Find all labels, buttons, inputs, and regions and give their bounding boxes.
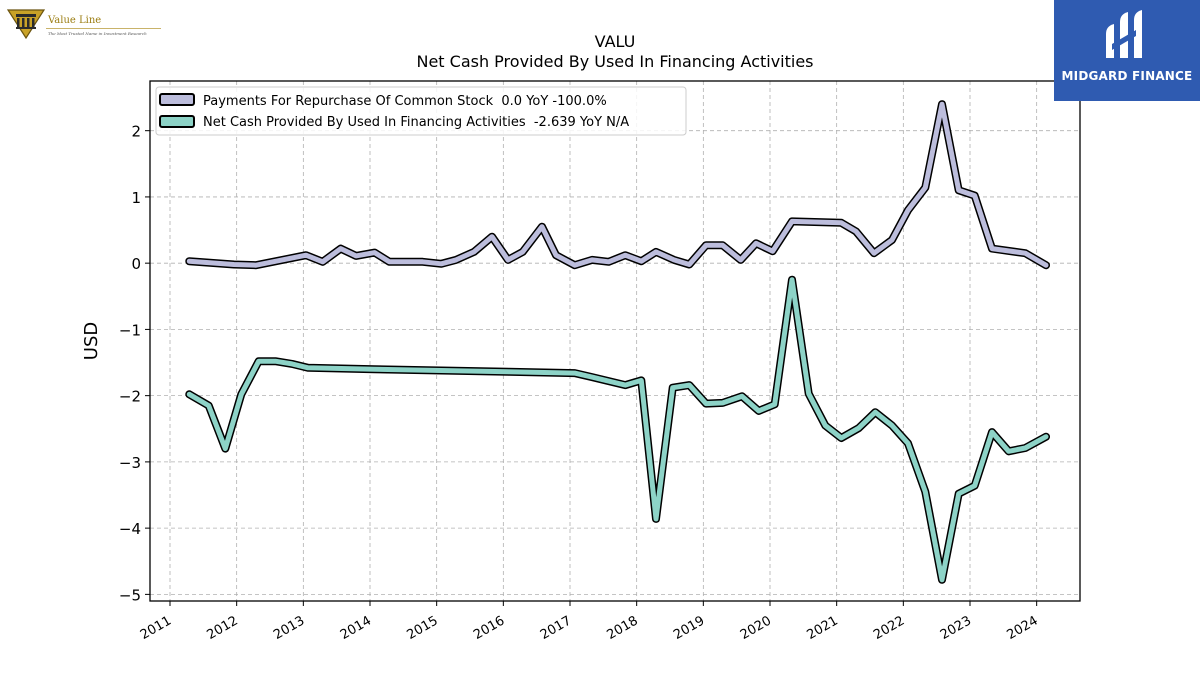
x-tick-label: 2012 xyxy=(205,613,241,643)
y-tick-label: −1 xyxy=(119,321,141,339)
value-line-tagline: The Most Trusted Name in Investment Rese… xyxy=(48,31,147,36)
x-tick-label: 2013 xyxy=(271,613,307,643)
series-line-financing xyxy=(186,277,1049,583)
y-tick-label: −5 xyxy=(119,586,141,604)
value-line-rule xyxy=(46,28,161,29)
chart-subtitle: Net Cash Provided By Used In Financing A… xyxy=(416,52,813,71)
y-axis-label: USD xyxy=(81,322,102,360)
x-tick-label: 2022 xyxy=(871,613,907,643)
legend-label-repurchase: Payments For Repurchase Of Common Stock … xyxy=(203,94,607,109)
legend: Payments For Repurchase Of Common Stock … xyxy=(155,86,687,136)
grid xyxy=(150,81,1080,601)
x-tick-label: 2018 xyxy=(605,613,641,643)
legend-label-financing: Net Cash Provided By Used In Financing A… xyxy=(203,115,629,130)
x-tick-label: 2017 xyxy=(538,613,574,643)
y-tick-label: −3 xyxy=(119,454,141,472)
value-line-name: Value Line xyxy=(48,15,102,26)
midgard-emblem-icon xyxy=(1106,10,1142,58)
ticks: 2 1 0 −1 −2 −3 −4 −5 2011 2012 2013 2014 2015 2016 201… xyxy=(119,123,1041,643)
y-tick-label: 0 xyxy=(131,255,141,273)
x-tick-label: 2016 xyxy=(471,613,507,643)
series-layer xyxy=(185,100,1050,584)
plot-frame xyxy=(149,80,1081,602)
x-tick-label: 2015 xyxy=(405,613,441,643)
x-tick-label: 2019 xyxy=(671,613,707,643)
legend-box xyxy=(155,86,687,136)
y-tick-label: −2 xyxy=(119,388,141,406)
chart-title: VALU xyxy=(595,32,636,51)
midgard-finance-logo: MIDGARD FINANCE xyxy=(1054,0,1200,101)
series-line-outline-financing xyxy=(185,275,1050,584)
x-tick-label: 2021 xyxy=(805,613,841,643)
legend-swatch-repurchase xyxy=(159,93,195,106)
x-tick-label: 2024 xyxy=(1005,613,1041,643)
y-tick-label: 2 xyxy=(131,123,141,141)
midgard-finance-name: MIDGARD FINANCE xyxy=(1061,69,1193,83)
value-line-logo: Value Line The Most Trusted Name in Inve… xyxy=(6,6,166,42)
legend-swatch-financing xyxy=(159,115,195,128)
y-tick-label: 1 xyxy=(131,189,141,207)
x-tick-label: 2020 xyxy=(738,613,774,643)
x-tick-label: 2023 xyxy=(938,613,974,643)
series-line-repurchase xyxy=(186,101,1049,268)
y-tick-label: −4 xyxy=(119,520,141,538)
x-tick-label: 2011 xyxy=(138,613,174,643)
value-line-emblem-icon xyxy=(6,9,46,40)
x-tick-label: 2014 xyxy=(338,613,374,643)
